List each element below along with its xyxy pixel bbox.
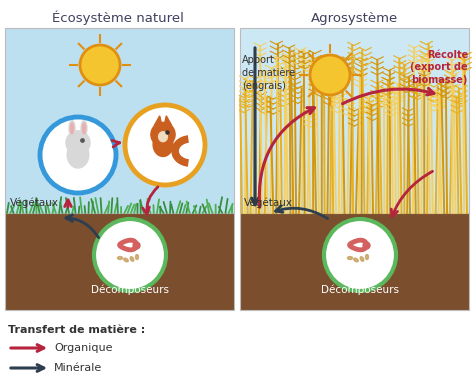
Circle shape bbox=[66, 131, 90, 155]
Circle shape bbox=[125, 105, 205, 185]
Text: Récolte
(export de
biomasse): Récolte (export de biomasse) bbox=[410, 50, 468, 85]
Text: Décomposeurs: Décomposeurs bbox=[91, 285, 169, 295]
Ellipse shape bbox=[365, 254, 368, 260]
Bar bbox=[240, 213, 469, 310]
Polygon shape bbox=[154, 116, 162, 126]
Ellipse shape bbox=[71, 123, 73, 134]
Ellipse shape bbox=[67, 142, 89, 168]
Text: Écosystème naturel: Écosystème naturel bbox=[52, 11, 184, 25]
Text: Végétaux: Végétaux bbox=[244, 198, 293, 208]
Text: Organique: Organique bbox=[54, 343, 112, 353]
Bar bbox=[5, 28, 234, 213]
Ellipse shape bbox=[354, 258, 358, 262]
Circle shape bbox=[40, 117, 116, 193]
Ellipse shape bbox=[69, 121, 75, 136]
Circle shape bbox=[94, 219, 166, 291]
Ellipse shape bbox=[159, 132, 167, 142]
Bar bbox=[5, 213, 234, 310]
Ellipse shape bbox=[153, 132, 173, 157]
Text: Agrosystème: Agrosystème bbox=[311, 11, 399, 25]
Text: Transfert de matière :: Transfert de matière : bbox=[8, 325, 145, 335]
Polygon shape bbox=[164, 116, 172, 126]
Ellipse shape bbox=[81, 121, 87, 136]
Text: Apport
de matière
(engrais): Apport de matière (engrais) bbox=[242, 55, 295, 92]
Ellipse shape bbox=[136, 254, 138, 260]
Circle shape bbox=[310, 55, 350, 95]
Bar bbox=[240, 28, 469, 213]
Ellipse shape bbox=[130, 257, 134, 261]
Ellipse shape bbox=[347, 257, 353, 260]
Ellipse shape bbox=[360, 257, 364, 261]
Text: Décomposeurs: Décomposeurs bbox=[321, 285, 399, 295]
Circle shape bbox=[324, 219, 396, 291]
Text: Végétaux: Végétaux bbox=[10, 198, 59, 208]
Circle shape bbox=[151, 123, 175, 147]
Text: Minérale: Minérale bbox=[54, 363, 102, 373]
Circle shape bbox=[80, 45, 120, 85]
Ellipse shape bbox=[118, 257, 122, 260]
Ellipse shape bbox=[82, 123, 85, 134]
Ellipse shape bbox=[124, 258, 128, 262]
